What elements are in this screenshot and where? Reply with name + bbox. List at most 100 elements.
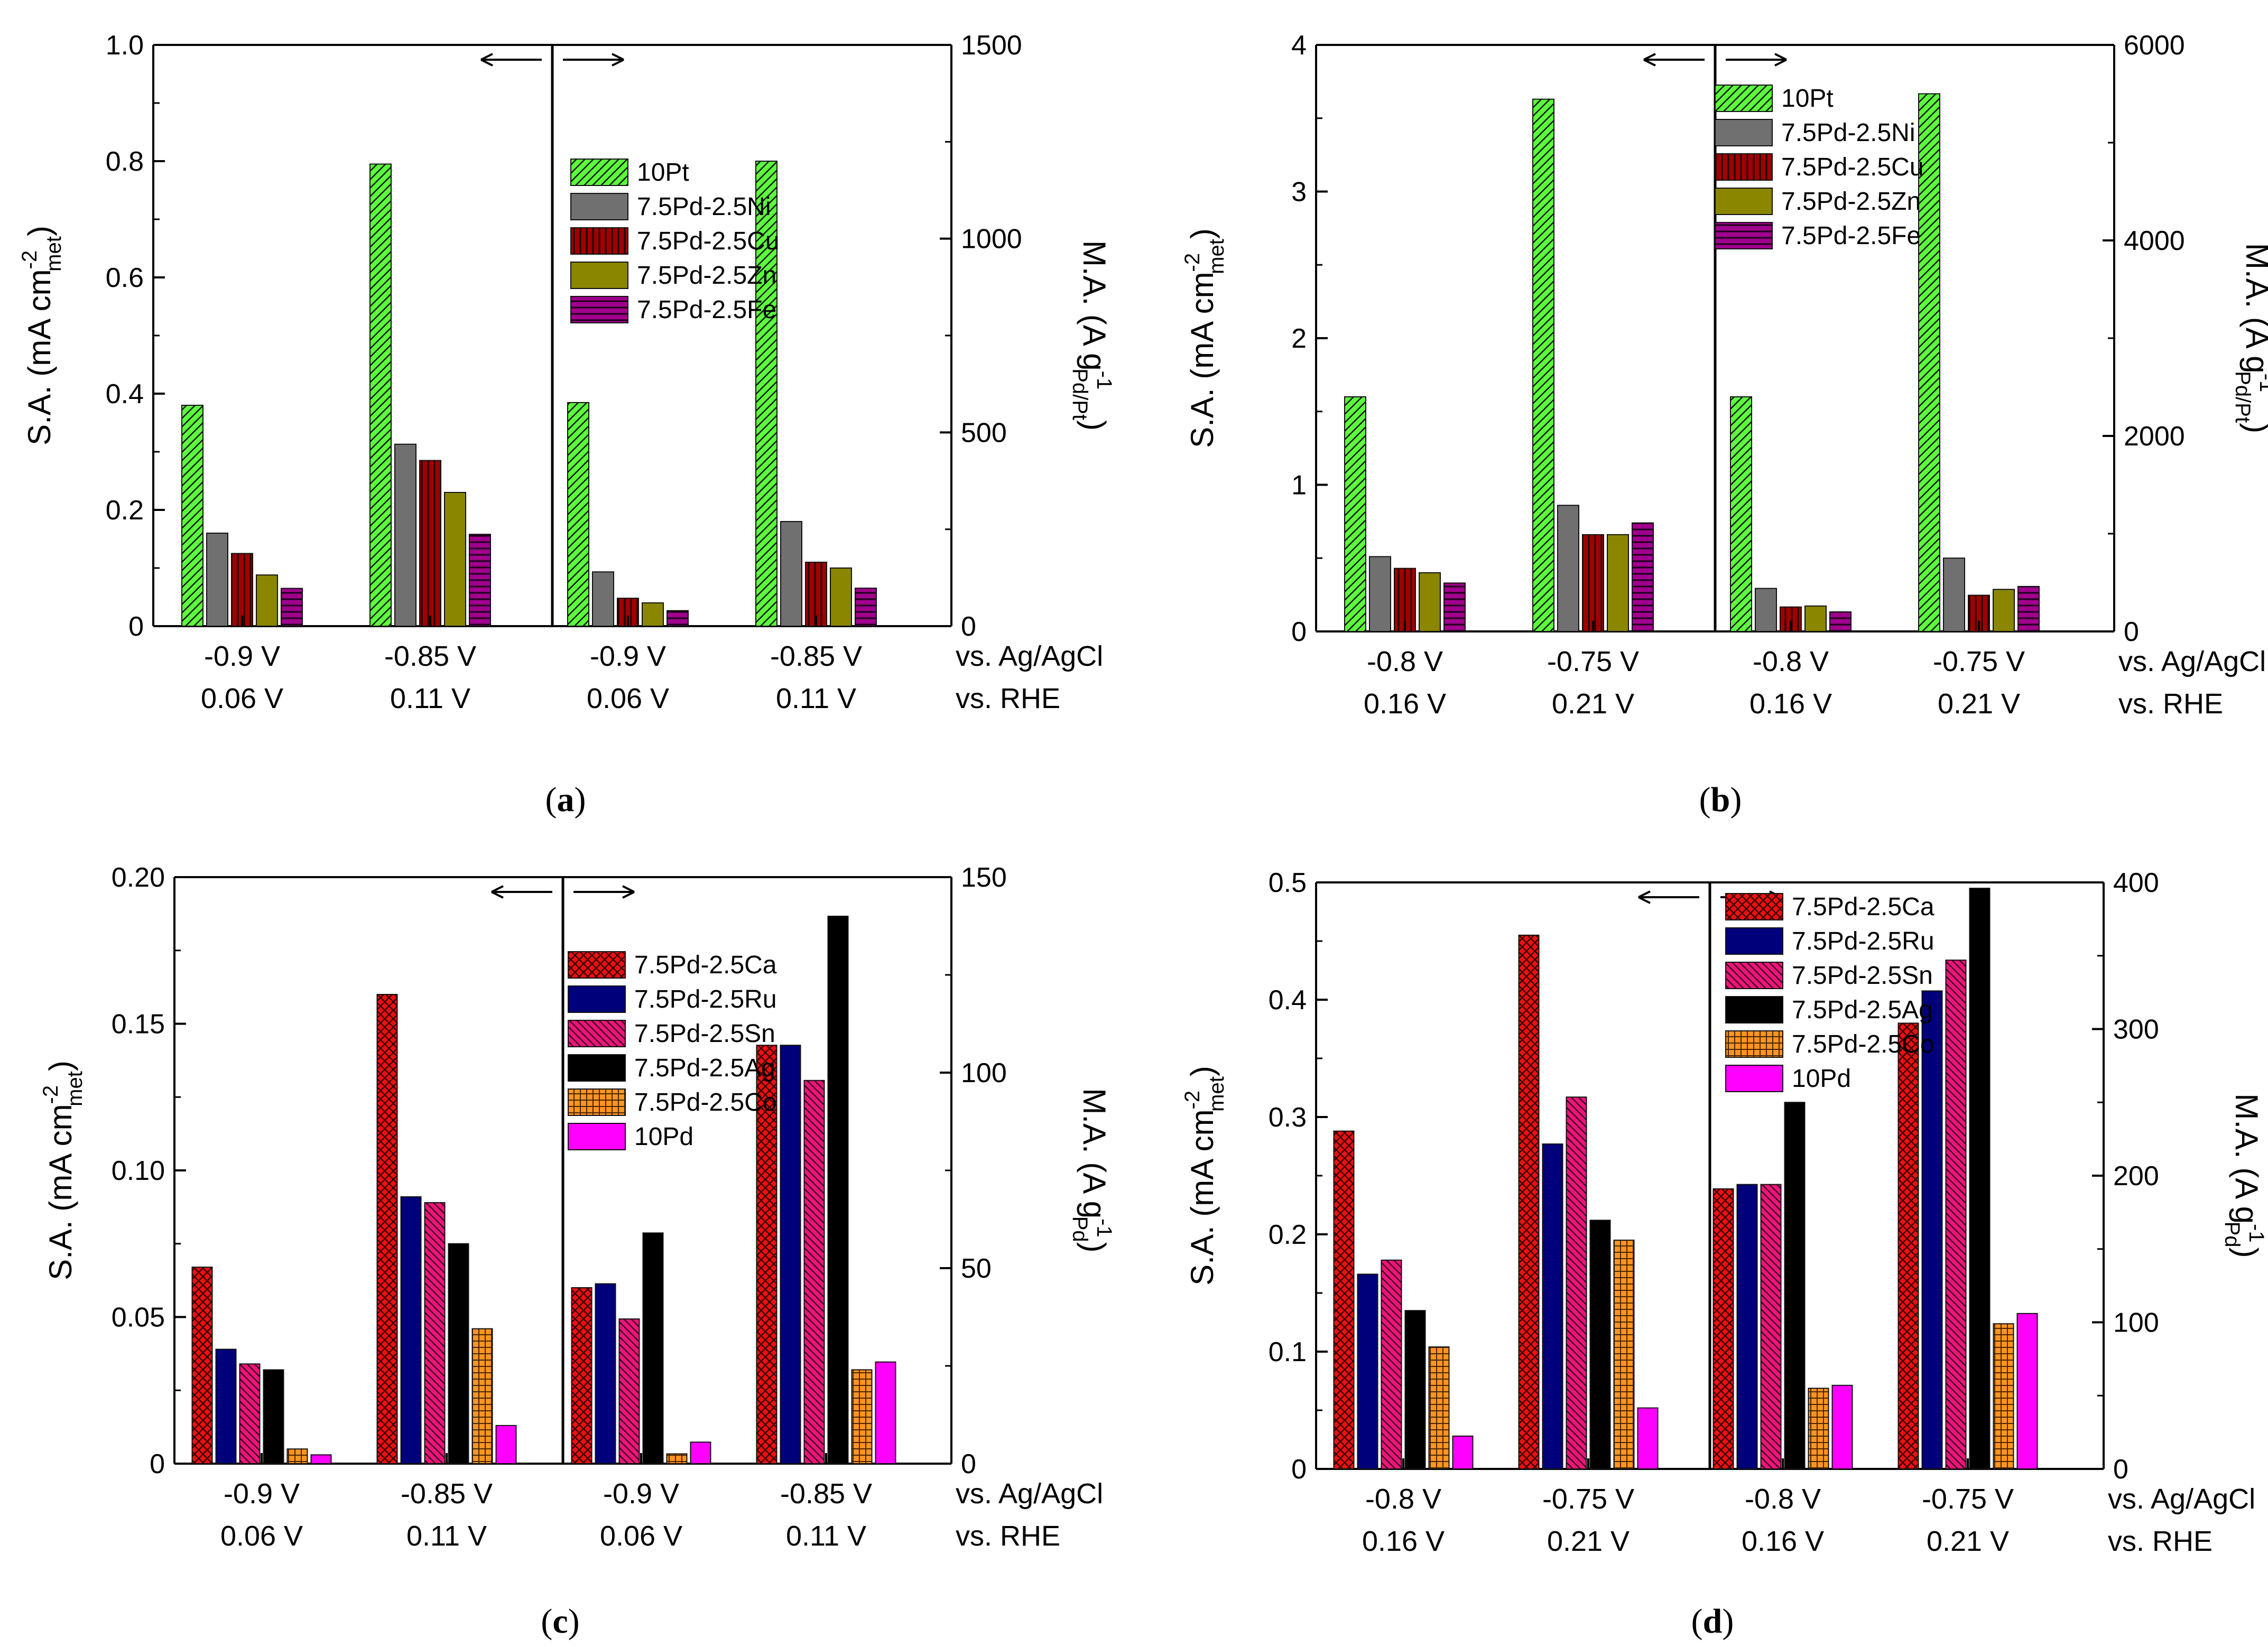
legend-swatch	[1725, 927, 1783, 955]
legend-label: 10Pt	[637, 159, 689, 187]
bar-75pd-25sn-4	[803, 1080, 825, 1465]
bar-75pd-25ru-4	[1921, 990, 1943, 1469]
legend-label: 7.5Pd-2.5Zn	[1781, 188, 1921, 216]
x-label-rhe: 0.16 V	[1362, 1525, 1445, 1557]
bar-75pd-25zn-4	[830, 567, 852, 627]
right-tick-label: 6000	[2124, 30, 2185, 61]
legend-swatch	[568, 985, 626, 1013]
legend-swatch	[1725, 962, 1783, 989]
bar-75pd-25sn-1	[239, 1363, 261, 1465]
panel-d: 0 0.1 0.2 0.3 0.4 0.5 0 100 200 300 400 -0.8 V 0.16 …	[1181, 868, 2268, 1641]
right-arrow-icon	[1726, 53, 1787, 67]
right-tick-label: 200	[2113, 1161, 2159, 1192]
bar-75pd-25co-2	[1613, 1240, 1635, 1470]
bar-75pd-25co-3	[1808, 1388, 1829, 1469]
x-label-rhe: 0.16 V	[1742, 1525, 1824, 1557]
bar-75pd-25ca-4	[756, 1045, 777, 1464]
x-label-rhe: 0.06 V	[201, 683, 283, 714]
bar-75pd-25ni-4	[1943, 557, 1965, 632]
x-label-agagcl: -0.8 V	[1753, 646, 1829, 677]
panel-caption: (c)	[541, 1602, 579, 1641]
x-label-rhe: 0.06 V	[587, 683, 669, 714]
x-label-agagcl: -0.9 V	[603, 1478, 679, 1510]
x-label-agagcl: -0.85 V	[401, 1478, 493, 1510]
bar-75pd-25ru-1	[215, 1348, 237, 1465]
legend-swatch	[1725, 1065, 1783, 1092]
x-label-agagcl: -0.75 V	[1542, 1483, 1634, 1515]
right-tick-label: 0	[961, 1449, 976, 1479]
bar-75pd-25ru-3	[595, 1283, 616, 1465]
bar-75pd-25ru-4	[780, 1045, 801, 1464]
legend-label: 7.5Pd-2.5Ag	[634, 1054, 775, 1082]
right-tick-label: 100	[961, 1058, 1007, 1088]
bar-75pd-25ni-1	[1369, 556, 1391, 632]
bar-75pd-25co-1	[286, 1448, 308, 1464]
panel-caption: (b)	[1699, 780, 1742, 819]
bar-10pt-3	[567, 402, 589, 627]
bar-75pd-25cu-1	[231, 553, 253, 627]
bar-10pt-4	[1918, 93, 1940, 632]
legend-swatch	[1715, 222, 1773, 249]
right-tick-label: 1500	[961, 30, 1022, 61]
x-label-agagcl: -0.8 V	[1745, 1483, 1821, 1515]
x-row-label-agagcl: vs. Ag/AgCl	[956, 640, 1103, 672]
left-tick-label: 0	[150, 1449, 165, 1479]
bar-75pd-25co-4	[1993, 1323, 2014, 1469]
bar-75pd-25fe-3	[666, 610, 689, 627]
y-axis-label-right: M.A. (A g-1Pd/Pt)	[1068, 240, 1116, 431]
legend-swatch	[1725, 1030, 1783, 1058]
bar-10pt-4	[755, 161, 777, 627]
left-tick-label: 0.6	[106, 263, 144, 293]
y-axis-label-left: S.A. (mA cm-2met)	[39, 1060, 87, 1280]
left-tick-label: 0.8	[106, 146, 144, 177]
left-tick-label: 0.5	[1269, 868, 1307, 898]
legend-swatch	[568, 1020, 626, 1047]
left-tick-label: 0.3	[1269, 1102, 1307, 1133]
legend-swatch	[1725, 996, 1783, 1023]
right-tick-label: 400	[2113, 868, 2159, 898]
left-tick-label: 0.1	[1269, 1337, 1307, 1367]
y-axis-label-left: S.A. (mA cm-2met)	[18, 226, 66, 445]
bar-75pd-25fe-4	[2017, 585, 2040, 632]
bar-75pd-25ag-1	[1404, 1310, 1426, 1470]
left-tick-label: 1	[1291, 470, 1307, 501]
left-tick-label: 0.2	[106, 495, 144, 526]
bar-10pd-3	[1831, 1384, 1853, 1469]
left-tick-label: 0.2	[1269, 1220, 1307, 1250]
right-tick-label: 0	[2113, 1454, 2128, 1485]
x-label-rhe: 0.11 V	[786, 1520, 866, 1552]
legend-label: 10Pt	[1781, 85, 1834, 113]
bar-75pd-25co-3	[666, 1453, 688, 1464]
x-row-label-rhe: vs. RHE	[2118, 688, 2223, 720]
bar-75pd-25ca-2	[1518, 934, 1540, 1469]
legend-swatch	[568, 951, 626, 979]
bar-10pd-2	[495, 1425, 517, 1465]
bar-75pd-25zn-2	[1607, 534, 1629, 632]
x-row-label-rhe: vs. RHE	[956, 683, 1060, 714]
x-label-agagcl: -0.9 V	[224, 1478, 300, 1510]
bar-75pd-25co-1	[1428, 1346, 1450, 1470]
bar-75pd-25ca-1	[1333, 1130, 1355, 1469]
x-label-rhe: 0.06 V	[600, 1520, 682, 1552]
bar-75pd-25sn-4	[1945, 960, 1967, 1469]
x-label-rhe: 0.21 V	[1938, 688, 2020, 720]
bar-75pd-25fe-3	[1829, 611, 1852, 632]
x-label-rhe: 0.11 V	[390, 683, 470, 714]
right-tick-label: 50	[961, 1253, 992, 1284]
bar-75pd-25sn-1	[1381, 1259, 1402, 1470]
left-tick-label: 2	[1291, 323, 1307, 354]
bar-10pt-1	[1344, 396, 1366, 632]
x-label-rhe: 0.11 V	[776, 683, 856, 714]
legend-label: 10Pd	[1792, 1065, 1851, 1093]
legend-label: 7.5Pd-2.5Sn	[634, 1020, 775, 1048]
bar-75pd-25ag-3	[642, 1232, 664, 1464]
left-tick-label: 0.10	[112, 1156, 165, 1186]
legend-swatch	[1715, 85, 1773, 112]
legend-label: 7.5Pd-2.5Ru	[634, 985, 777, 1013]
bar-10pd-4	[875, 1361, 896, 1465]
bar-10pd-1	[310, 1454, 332, 1465]
left-tick-label: 0	[1291, 1454, 1307, 1485]
x-row-label-rhe: vs. RHE	[2108, 1525, 2213, 1557]
bar-75pd-25zn-3	[1804, 605, 1827, 632]
